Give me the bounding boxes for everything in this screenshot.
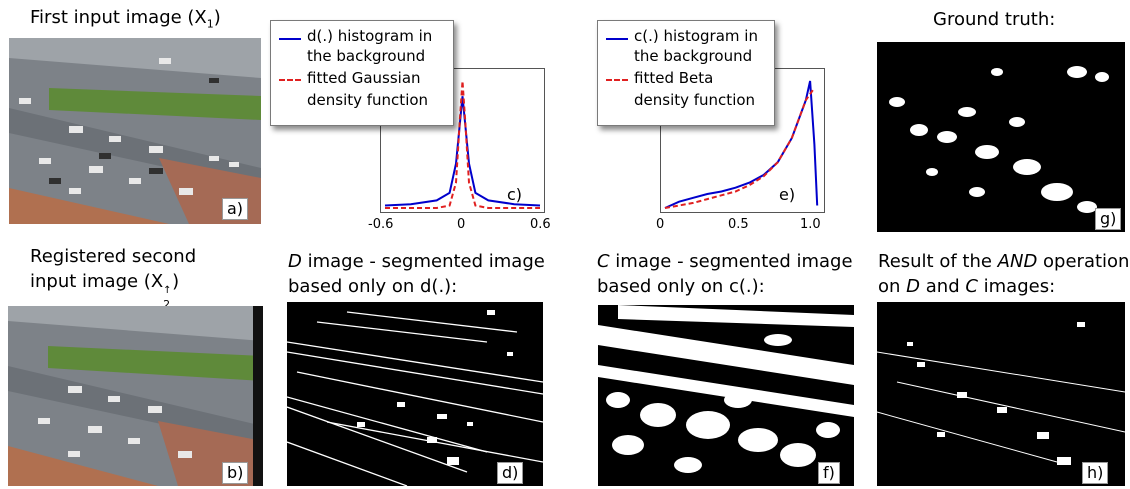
legend-c-entry1b: the background bbox=[307, 47, 426, 65]
chart-e-tick-2: 1.0 bbox=[800, 217, 821, 232]
legend-e-solid-swatch bbox=[606, 38, 628, 40]
legend-c-solid-swatch bbox=[279, 38, 301, 40]
chart-e-series-histogram bbox=[664, 80, 819, 209]
caption-h2-i1: D bbox=[906, 276, 921, 297]
caption-h-post: operation bbox=[1037, 251, 1130, 272]
legend-c-entry2: fitted Gaussian bbox=[307, 69, 421, 87]
chart-c-tick-2: 0.6 bbox=[530, 217, 551, 232]
legend-e-entry1b: the background bbox=[634, 47, 753, 65]
ground-truth-drawing bbox=[889, 66, 1109, 213]
caption-h-pre: Result of the bbox=[878, 251, 998, 272]
legend-c-entry1: d(.) histogram in bbox=[307, 27, 433, 45]
panel-tag-c: c) bbox=[507, 185, 523, 204]
caption-h-line2: on D and C images: bbox=[878, 275, 1055, 298]
panel-tag-f: f) bbox=[818, 462, 840, 484]
caption-f-italic: C bbox=[597, 251, 610, 272]
caption-b-text: input image (X bbox=[30, 271, 164, 292]
panel-tag-h: h) bbox=[1082, 462, 1109, 484]
segmented-image-d bbox=[287, 302, 543, 486]
ground-truth-image-g bbox=[877, 42, 1125, 232]
panel-tag-e: e) bbox=[779, 185, 796, 204]
legend-e-dashed-swatch bbox=[606, 79, 628, 81]
caption-b-sub: 2 bbox=[163, 298, 171, 311]
caption-h2-pre: on bbox=[878, 276, 907, 297]
caption-h2-post: images: bbox=[977, 276, 1056, 297]
caption-h2-mid: and bbox=[920, 276, 966, 297]
caption-b-line2: input image (X ↑ 2) bbox=[30, 270, 180, 311]
chart-e-series-fitted bbox=[664, 89, 814, 209]
legend-e-entry2b: density function bbox=[634, 91, 756, 109]
chart-c-series-fitted bbox=[385, 80, 540, 209]
caption-b-sup: ↑ bbox=[163, 285, 172, 296]
caption-h-italic: AND bbox=[997, 251, 1038, 272]
caption-d-line1: D image - segmented image bbox=[288, 250, 545, 273]
caption-a-sub: 1 bbox=[206, 17, 214, 31]
chart-c-tick-0: -0.6 bbox=[368, 217, 394, 232]
chart-c-plot bbox=[384, 80, 541, 209]
panel-tag-d: d) bbox=[497, 462, 524, 484]
caption-g: Ground truth: bbox=[933, 9, 1056, 30]
aerial-image-b-drawing bbox=[8, 306, 263, 486]
segmented-image-f-drawing bbox=[598, 305, 854, 473]
legend-e-entry2: fitted Beta bbox=[634, 69, 714, 87]
caption-a-text: First input image (X bbox=[30, 7, 207, 28]
legend-c-dashed-swatch bbox=[279, 79, 301, 81]
segmented-image-f bbox=[598, 305, 854, 486]
chart-c-legend: d(.) histogram in the background fitted … bbox=[270, 20, 454, 126]
caption-d-line2: based only on d(.): bbox=[288, 276, 458, 297]
caption-f-line2: based only on c(.): bbox=[597, 276, 765, 297]
caption-b-line1: Registered second bbox=[30, 246, 197, 267]
caption-d-italic: D bbox=[288, 251, 302, 272]
aerial-image-a bbox=[9, 38, 261, 224]
caption-f-line1: C image - segmented image bbox=[597, 250, 853, 273]
caption-h-line1: Result of the AND operation bbox=[878, 250, 1129, 273]
chart-c-tick-1: 0 bbox=[457, 217, 466, 232]
legend-e-entry1: c(.) histogram in bbox=[634, 27, 758, 45]
chart-e-legend: c(.) histogram in the background fitted … bbox=[597, 20, 775, 126]
caption-f-rest: image - segmented image bbox=[609, 251, 853, 272]
caption-d-rest: image - segmented image bbox=[301, 251, 545, 272]
aerial-image-a-drawing bbox=[9, 38, 261, 224]
and-result-drawing bbox=[877, 322, 1125, 465]
panel-tag-g: g) bbox=[1095, 208, 1122, 230]
segmented-image-d-drawing bbox=[287, 310, 543, 486]
and-result-image-h bbox=[877, 302, 1125, 486]
chart-e-tick-0: 0 bbox=[656, 217, 665, 232]
chart-e-tick-1: 0.5 bbox=[728, 217, 749, 232]
panel-tag-a: a) bbox=[222, 198, 249, 220]
panel-tag-b: b) bbox=[222, 462, 249, 484]
legend-c-entry2b: density function bbox=[307, 91, 429, 109]
chart-c-series-histogram bbox=[384, 96, 541, 207]
caption-a-end: ) bbox=[213, 7, 221, 28]
aerial-image-b bbox=[8, 306, 263, 486]
caption-h2-i2: C bbox=[965, 276, 978, 297]
caption-b-end: ) bbox=[172, 271, 180, 292]
caption-a: First input image (X1) bbox=[30, 6, 221, 36]
chart-e-plot bbox=[664, 80, 819, 209]
